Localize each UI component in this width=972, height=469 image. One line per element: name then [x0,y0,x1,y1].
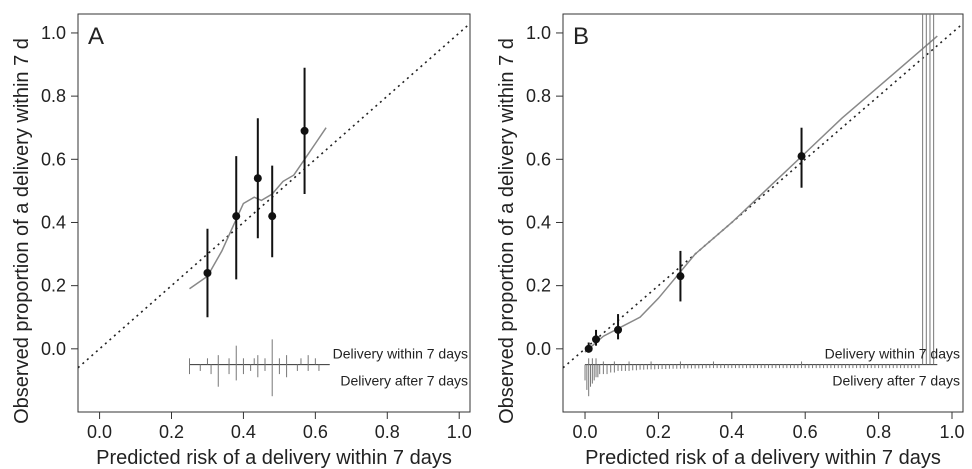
y-axis-label: Observed proportion of a delivery within… [11,38,33,424]
x-tick-label: 0.4 [719,422,744,442]
smooth-calibration-line [584,35,938,353]
y-tick-label: 1.0 [41,23,66,43]
panel-a: 0.0 0.2 0.4 0.6 0.8 1.0 0.0 0.2 0.4 0.6 0.8 1.0 Pred… [11,13,472,469]
y-tick-label: 0.2 [41,276,66,296]
plot-frame [77,13,471,413]
x-tick-label: 0.8 [375,422,400,442]
rug-label-within: Delivery within 7 days [825,346,960,362]
rug-label-within: Delivery within 7 days [333,346,468,362]
data-point [253,174,262,183]
x-tick-label: 0.0 [573,422,598,442]
x-axis-label: Predicted risk of a delivery within 7 da… [585,447,941,469]
panel-b: 0.0 0.2 0.4 0.6 0.8 1.0 0.0 0.2 0.4 0.6 0.8 1.0 Pred… [496,13,965,469]
y-tick-label: 0.6 [41,149,66,169]
reference-diagonal [78,22,470,369]
y-tick-label: 0.8 [526,86,551,106]
data-point [584,344,593,353]
y-tick-label: 0.4 [526,212,551,232]
rug-label-after: Delivery after 7 days [340,373,468,389]
x-tick-label: 0.6 [303,422,328,442]
x-tick-label: 1.0 [447,422,472,442]
data-point [797,152,806,161]
y-tick-label: 1.0 [526,23,551,43]
data-point [300,126,309,135]
x-tick-label: 0.6 [793,422,818,442]
y-tick-label: 0.0 [526,339,551,359]
panel-label: B [573,23,589,50]
data-point [676,272,685,281]
x-tick-label: 0.2 [646,422,671,442]
y-tick-label: 0.0 [41,339,66,359]
x-tick-label: 0.0 [87,422,112,442]
y-tick-label: 0.6 [526,149,551,169]
y-tick-label: 0.2 [526,276,551,296]
plot-area [563,14,963,397]
data-point [268,212,277,221]
x-tick-label: 0.4 [231,422,256,442]
data-point [592,335,601,344]
rug-label-after: Delivery after 7 days [832,373,960,389]
data-point [203,269,212,278]
plot-area [78,22,470,397]
panel-label: A [88,23,104,50]
reference-diagonal [563,22,963,369]
plot-frame [562,13,964,413]
x-axis-label: Predicted risk of a delivery within 7 da… [96,447,452,469]
data-point [232,212,241,221]
x-tick-label: 0.2 [159,422,184,442]
data-point [614,325,623,334]
y-axis-label: Observed proportion of a delivery within… [496,38,518,424]
x-tick-label: 1.0 [939,422,964,442]
x-tick-label: 0.8 [866,422,891,442]
y-tick-label: 0.4 [41,212,66,232]
y-tick-label: 0.8 [41,86,66,106]
